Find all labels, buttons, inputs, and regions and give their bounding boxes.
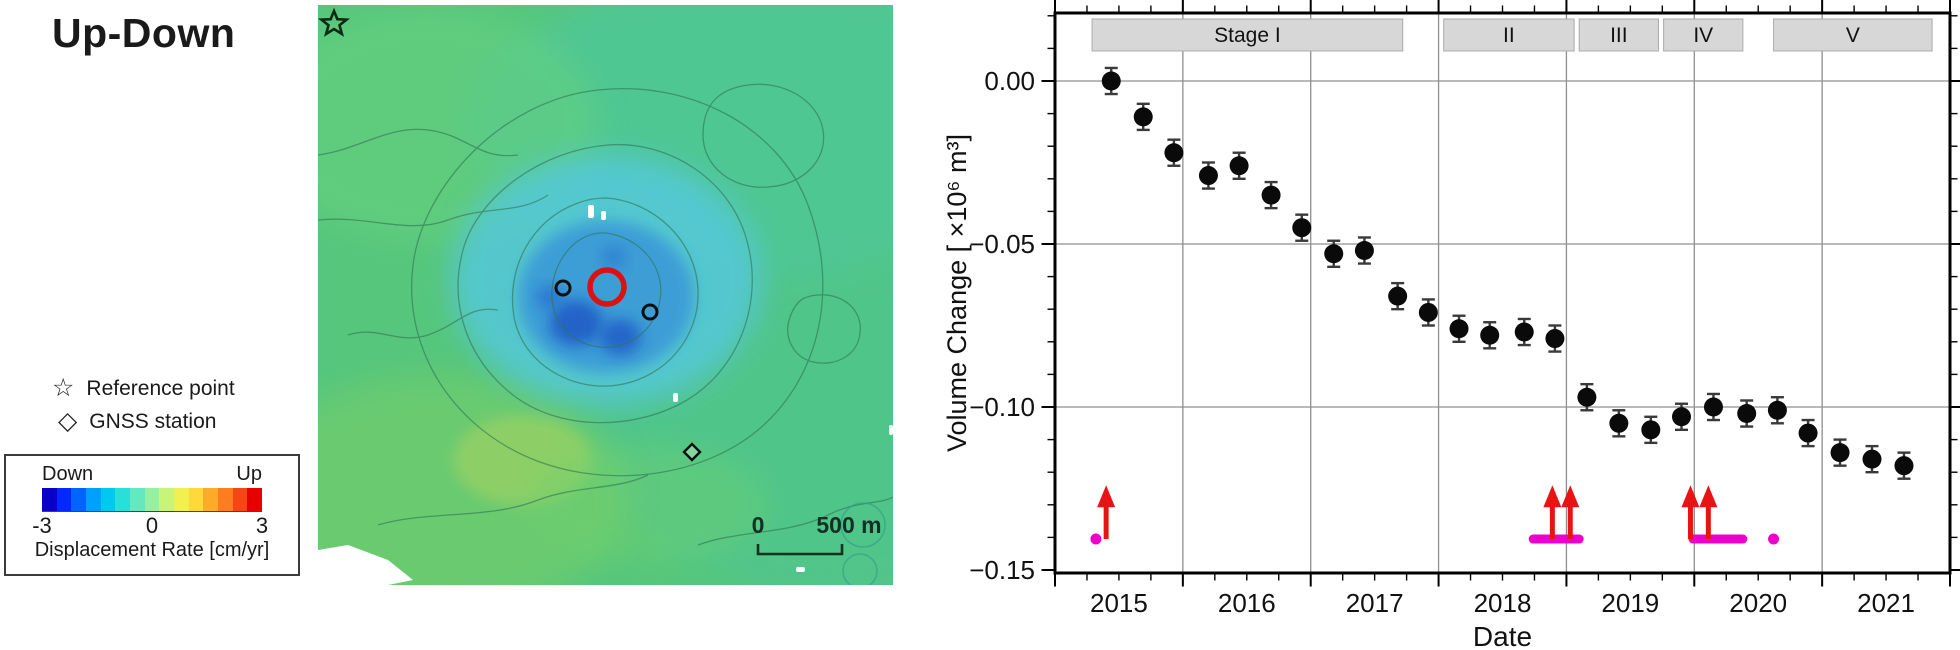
stage-band — [1773, 18, 1933, 52]
x-axis-label: Date — [1473, 621, 1532, 650]
x-tick-label: 2021 — [1857, 588, 1915, 618]
data-point — [1672, 407, 1691, 427]
data-point — [1133, 107, 1153, 127]
y-tick-label: −0.15 — [969, 555, 1035, 585]
gnss-diamond-icon — [682, 442, 702, 462]
data-point — [1164, 143, 1184, 163]
data-point — [1418, 302, 1438, 322]
data-point — [1292, 218, 1312, 238]
colorbar-gradient — [42, 488, 263, 512]
data-point — [1703, 397, 1723, 417]
data-point — [1324, 244, 1344, 264]
data-point — [1609, 413, 1629, 433]
stage-label: IV — [1693, 24, 1713, 47]
data-point — [1641, 420, 1661, 440]
legend-reference-point: ☆ Reference point — [52, 376, 235, 401]
y-axis-label: Volume Change [ ×10⁶ m³] — [942, 134, 972, 452]
colorbar-tick-max: 3 — [255, 513, 269, 538]
y-tick-label: −0.05 — [969, 229, 1035, 259]
eruption-arrow-head — [1543, 485, 1562, 508]
colorbar-tick-zero: 0 — [145, 513, 159, 538]
data-point — [1229, 156, 1249, 176]
scale-bar: 0 500 m — [752, 512, 882, 556]
x-tick-label: 2015 — [1090, 588, 1148, 618]
x-tick-label: 2016 — [1218, 588, 1276, 618]
diamond-icon: ◇ — [58, 407, 78, 435]
stage-band — [1443, 18, 1575, 52]
data-point — [1388, 286, 1408, 306]
eruption-arrow-head — [1097, 485, 1116, 508]
data-point — [1798, 423, 1818, 443]
page-title: Up-Down — [52, 10, 236, 56]
data-point — [1577, 387, 1597, 407]
data-gap-patches — [318, 205, 893, 585]
data-point — [1767, 400, 1787, 420]
stage-band — [1663, 18, 1744, 52]
contour-lines — [318, 83, 893, 546]
updown-displacement-map: 0 500 m — [318, 5, 893, 585]
colorbar-legend: Down Up -3 0 3 Displacement Rate [cm/yr] — [4, 454, 300, 576]
data-point — [1354, 241, 1374, 261]
y-tick-label: −0.10 — [969, 392, 1035, 422]
station-circle-west — [554, 279, 572, 297]
reference-point-star-icon — [318, 7, 351, 37]
colorbar-up-label: Up — [236, 463, 262, 485]
star-icon: ☆ — [52, 374, 75, 402]
colorbar-caption: Displacement Rate [cm/yr] — [34, 539, 270, 561]
data-point — [1830, 443, 1850, 463]
reference-point-label: Reference point — [86, 376, 235, 400]
gnss-station-label: GNSS station — [89, 409, 217, 433]
data-point — [1101, 71, 1121, 91]
data-point — [1480, 325, 1500, 345]
colorbar-tick-min: -3 — [32, 513, 52, 538]
y-tick-label: 0.00 — [984, 66, 1035, 96]
scale-distance-label: 500 m — [816, 512, 881, 538]
x-tick-label: 2019 — [1601, 588, 1659, 618]
stage-label: III — [1610, 24, 1628, 47]
data-point — [1545, 329, 1565, 349]
legend-gnss-station: ◇ GNSS station — [58, 409, 216, 434]
data-point — [1261, 185, 1281, 205]
x-tick-label: 2017 — [1346, 588, 1404, 618]
stage-label: Stage I — [1214, 24, 1281, 47]
x-tick-label: 2020 — [1729, 588, 1787, 618]
data-point — [1737, 404, 1757, 424]
scale-zero-label: 0 — [752, 512, 765, 538]
magenta-activity-dot — [1090, 533, 1102, 545]
stage-band — [1578, 18, 1659, 52]
x-tick-label: 2018 — [1474, 588, 1532, 618]
data-point — [1894, 456, 1914, 476]
plot-frame — [1053, 11, 1952, 575]
eruption-arrow-head — [1561, 485, 1580, 508]
data-point — [1449, 319, 1469, 339]
data-point — [1198, 166, 1218, 186]
magenta-activity-dot — [1768, 533, 1780, 545]
data-point — [1514, 322, 1534, 342]
crater-red-circle — [587, 267, 627, 307]
colorbar-down-label: Down — [42, 463, 94, 485]
stage-band — [1091, 18, 1404, 52]
eruption-arrow-head — [1699, 485, 1718, 508]
station-circle-east — [641, 303, 659, 321]
data-point — [1862, 449, 1882, 469]
stage-label: V — [1846, 24, 1860, 47]
eruption-arrow-head — [1681, 485, 1700, 508]
stage-label: II — [1503, 24, 1515, 47]
